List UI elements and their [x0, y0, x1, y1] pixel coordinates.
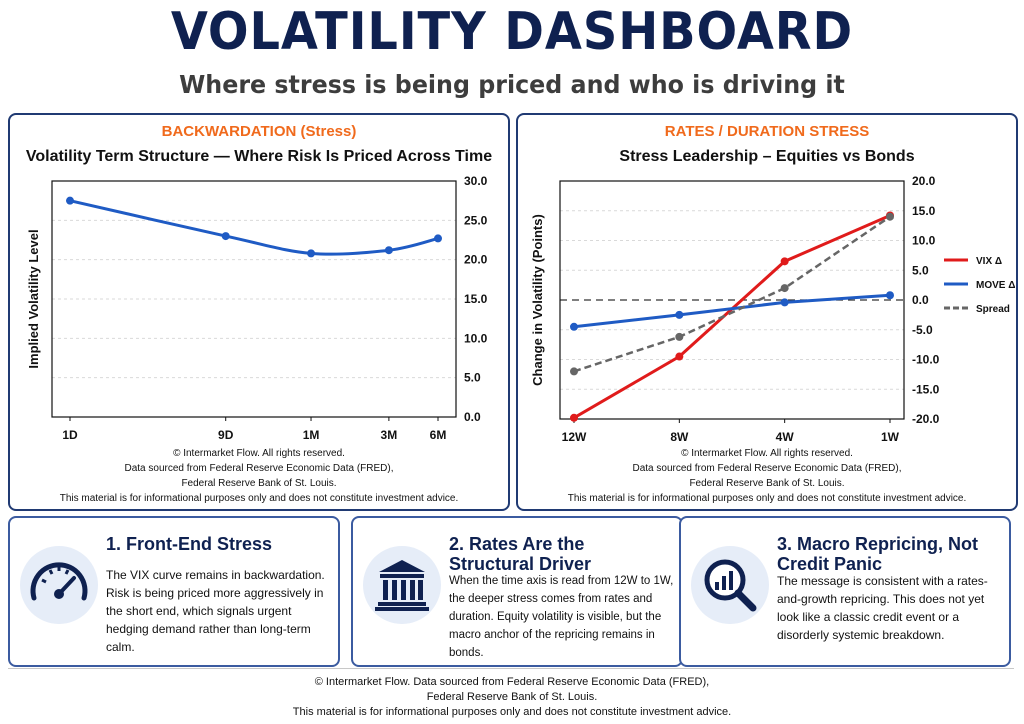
chart-title: Stress Leadership – Equities vs Bonds: [619, 148, 915, 165]
bank-building-icon: [363, 546, 441, 624]
card-body: When the time axis is read from 12W to 1…: [449, 575, 674, 659]
data-point: [675, 352, 684, 361]
stress-leadership-panel: RATES / DURATION STRESS Stress Leadershi…: [516, 113, 1018, 511]
footer-line: This material is for informational purpo…: [567, 493, 967, 504]
data-point: [675, 332, 684, 341]
page-footer: © Intermarket Flow. Data sourced from Fe…: [0, 675, 1024, 720]
x-tick-label: 8W: [670, 430, 689, 444]
term-structure-panel: BACKWARDATION (Stress) Volatility Term S…: [8, 113, 510, 511]
insight-card-front-end: 1. Front-End Stress The VIX curve remain…: [8, 516, 340, 667]
plot-frame: [51, 180, 457, 418]
y-tick-label: -5.0: [912, 323, 933, 337]
insight-card-macro: 3. Macro Repricing, Not Credit Panic The…: [679, 516, 1011, 667]
series-line: [573, 215, 891, 373]
chart-magnifier-icon: [691, 546, 769, 624]
series-line: [69, 199, 439, 256]
y-axis-label: Change in Volatility (Points): [530, 214, 545, 386]
term-structure-chart: 0.0 5.0 10.0 15.0 20.0 25.0 30.0 1D 9D 1M 3M 6M Impl…: [26, 174, 488, 442]
y-tick-label: -20.0: [912, 412, 940, 426]
y-tick-label: 20.0: [464, 253, 488, 267]
chart-footer: © Intermarket Flow. All rights reserved.…: [10, 446, 508, 506]
y-tick-label: 10.0: [464, 331, 488, 345]
data-point: [886, 291, 894, 300]
footer-line: © Intermarket Flow. Data sourced from Fe…: [314, 676, 710, 688]
y-tick-label: 5.0: [464, 371, 481, 385]
series-line: [573, 293, 891, 329]
chart-title: Volatility Term Structure — Where Risk I…: [25, 148, 493, 165]
insight-card-rates: 2. Rates Are the Structural Driver When …: [351, 516, 683, 667]
card-title: 2. Rates Are the Structural Driver: [449, 534, 592, 574]
data-point: [307, 249, 316, 258]
data-point: [221, 232, 230, 241]
chart-kicker: BACKWARDATION (Stress): [161, 123, 357, 140]
x-tick-label: 9D: [218, 428, 234, 442]
footer-line: Federal Reserve Bank of St. Louis.: [426, 691, 598, 703]
card-body: The message is consistent with a rates-a…: [777, 574, 988, 642]
data-point: [780, 257, 789, 266]
data-point: [675, 310, 684, 319]
y-tick-label: 25.0: [464, 213, 488, 227]
x-tick-label: 1M: [303, 428, 320, 442]
x-tick-label: 6M: [430, 428, 447, 442]
y-tick-label: 5.0: [912, 263, 929, 277]
data-point: [780, 284, 789, 293]
legend-label: MOVE Δ: [976, 280, 1015, 291]
y-tick-label: 0.0: [912, 293, 929, 307]
y-axis-label: Implied Volatility Level: [26, 229, 41, 368]
y-tick-label: 15.0: [912, 204, 936, 218]
series-line: [573, 214, 891, 420]
x-tick-label: 3M: [381, 428, 398, 442]
y-tick-label: 0.0: [464, 410, 481, 424]
data-point: [780, 298, 789, 307]
plot-frame: [559, 180, 905, 420]
footer-line: This material is for informational purpo…: [59, 493, 459, 504]
data-point: [886, 212, 894, 221]
y-tick-label: -15.0: [912, 382, 940, 396]
x-tick-label: 12W: [562, 430, 587, 444]
footer-line: © Intermarket Flow. All rights reserved.: [681, 448, 853, 459]
chart-footer: © Intermarket Flow. All rights reserved.…: [518, 446, 1016, 506]
page-subtitle: Where stress is being priced and who is …: [179, 70, 845, 99]
footer-line: This material is for informational purpo…: [292, 706, 732, 718]
chart-kicker: RATES / DURATION STRESS: [664, 123, 870, 140]
data-point: [66, 196, 74, 205]
legend-label: Spread: [976, 304, 1010, 315]
stress-leadership-chart: -20.0 -15.0 -10.0 -5.0 0.0 5.0 10.0 15.0 20.0 12W…: [530, 174, 1015, 444]
x-tick-label: 1W: [881, 430, 900, 444]
divider: [8, 668, 1014, 669]
card-title: 1. Front-End Stress: [106, 534, 273, 554]
y-tick-label: -10.0: [912, 353, 940, 367]
data-point: [570, 367, 578, 376]
y-tick-label: 15.0: [464, 292, 488, 306]
data-point: [384, 246, 393, 255]
footer-line: Federal Reserve Bank of St. Louis.: [181, 478, 337, 489]
y-tick-label: 10.0: [912, 234, 936, 248]
footer-line: Federal Reserve Bank of St. Louis.: [689, 478, 845, 489]
footer-line: Data sourced from Federal Reserve Econom…: [632, 463, 902, 474]
footer-line: Data sourced from Federal Reserve Econom…: [124, 463, 394, 474]
legend-label: VIX Δ: [976, 256, 1002, 267]
card-title: 3. Macro Repricing, Not Credit Panic: [777, 534, 979, 574]
footer-line: © Intermarket Flow. All rights reserved.: [173, 448, 345, 459]
data-point: [570, 413, 578, 422]
page-title: VOLATILITY DASHBOARD: [170, 2, 854, 62]
card-body: The VIX curve remains in backwardation. …: [106, 568, 325, 654]
x-tick-label: 1D: [62, 428, 78, 442]
data-point: [434, 234, 442, 243]
y-tick-label: 20.0: [912, 174, 936, 188]
y-tick-label: 30.0: [464, 174, 488, 188]
data-point: [570, 322, 578, 331]
gauge-icon: [20, 546, 98, 624]
x-tick-label: 4W: [776, 430, 795, 444]
